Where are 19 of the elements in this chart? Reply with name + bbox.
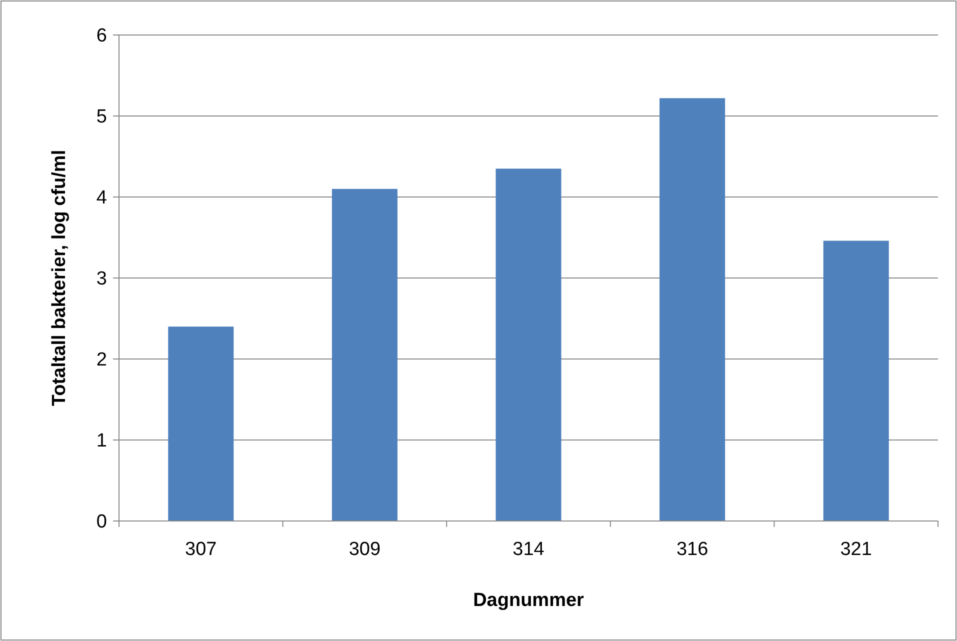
x-tick-label: 316 bbox=[676, 539, 708, 560]
bar bbox=[660, 98, 726, 521]
bar bbox=[332, 188, 398, 521]
bar bbox=[496, 168, 562, 521]
y-axis-title: Totaltall bakterier, log cfu/ml bbox=[49, 150, 70, 406]
y-tick-label: 0 bbox=[96, 512, 107, 533]
x-tick-label: 307 bbox=[185, 539, 217, 560]
y-tick-label: 3 bbox=[96, 268, 107, 290]
x-tick-label: 321 bbox=[840, 539, 872, 560]
x-tick-label: 309 bbox=[348, 539, 381, 560]
y-tick-label: 2 bbox=[96, 350, 107, 371]
bar bbox=[168, 326, 234, 521]
y-tick-label: 1 bbox=[96, 430, 107, 452]
x-tick-label: 314 bbox=[512, 539, 545, 560]
x-axis-title: Dagnummer bbox=[473, 590, 585, 611]
y-tick-label: 4 bbox=[96, 188, 108, 209]
y-tick-label: 5 bbox=[96, 106, 107, 128]
bar bbox=[823, 240, 889, 521]
y-tick-label: 6 bbox=[96, 26, 107, 47]
